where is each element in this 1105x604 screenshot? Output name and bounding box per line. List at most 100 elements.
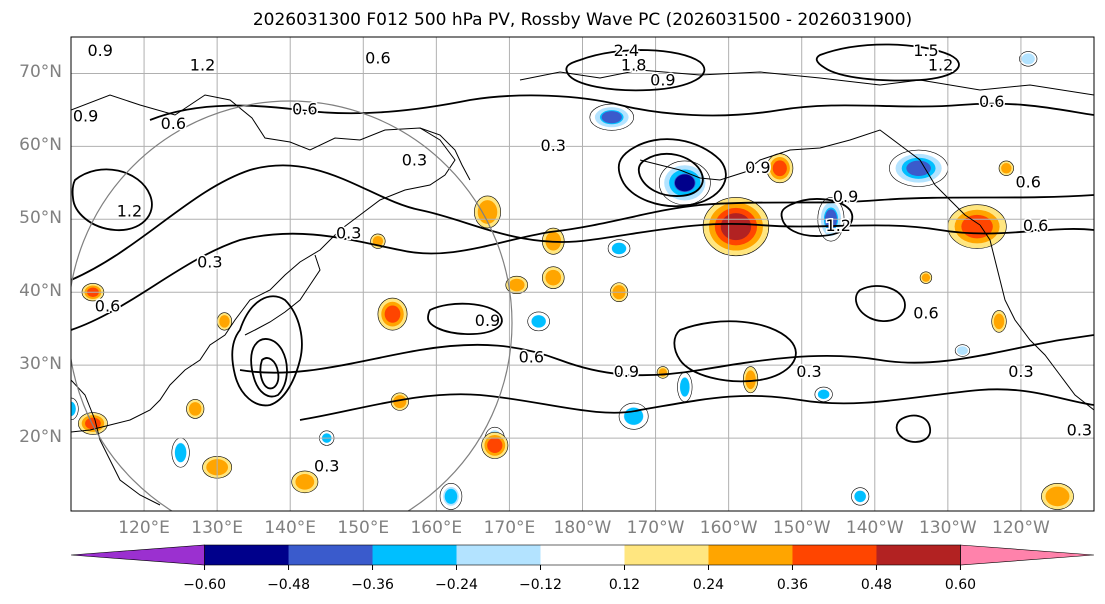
latitude-label: 70°N [19,62,62,83]
longitude-label: 170°W [626,518,685,538]
anomaly-blob [78,412,108,435]
anomaly-level [674,174,695,192]
anomaly-blob [954,344,971,357]
colorbar-tick-label: 0.60 [944,577,977,593]
chart-title: 2026031300 F012 500 hPa PV, Rossby Wave … [252,10,913,30]
contour-label: 0.3 [336,223,361,242]
contour-label: 1.2 [117,202,142,221]
coastline-kamchatka [419,127,471,181]
contour-label: 0.6 [519,347,544,366]
anomaly-blob [991,310,1007,333]
pv-contour [780,198,854,237]
anomaly-level [724,216,748,238]
contour-label: 0.9 [88,41,113,60]
anomaly-level [220,316,229,327]
anomaly-level [297,475,313,489]
anomaly-blob [947,204,1007,249]
anomaly-blob [542,266,565,289]
colorbar-under-arrow [70,544,205,566]
contour-label: 0.6 [913,304,938,323]
anomaly-blob [607,239,631,258]
colorbar-tick-label: −0.48 [267,577,310,593]
contour-label: 0.9 [614,362,639,381]
colorbar-tick-label: 0.36 [776,577,809,593]
anomaly-blob [742,366,759,394]
contour-label: 0.3 [541,136,566,155]
anomaly-level [994,315,1004,328]
pv-contour [637,153,704,197]
contour-label: 0.3 [1008,362,1033,381]
contour-label: 0.6 [292,99,317,118]
colorbar-tick-label: −0.36 [351,577,394,593]
colorbar-tick-label: 0.24 [692,577,725,593]
pv-contour [71,168,153,231]
anomaly-level [1021,53,1035,65]
longitude-label: 170°E [483,518,536,538]
latitude-label: 40°N [19,281,62,302]
longitude-label: 130°W [918,518,977,538]
contour-label: 0.6 [1016,172,1041,191]
contour-label: 1.2 [826,216,851,235]
colorbar-tick-label: 0.48 [860,577,893,593]
contour-label: 0.3 [796,362,821,381]
anomaly-level [510,279,523,290]
longitude-label: 120°W [992,518,1050,538]
anomaly-blob [71,397,79,421]
pv-contour [149,94,1094,121]
anomaly-level [746,372,755,388]
coastline-arctic [519,69,1094,96]
contour-label: 0.9 [745,158,770,177]
pv-contour [299,388,1094,421]
contour-label: 1.2 [928,56,953,75]
anomaly-blob [505,275,528,294]
longitude-label: 130°E [191,518,243,538]
anomaly-level [963,216,991,237]
anomaly-level [547,271,560,284]
latitude-label: 60°N [19,135,62,156]
anomaly-blob [186,399,205,419]
longitude-label: 150°W [772,518,831,538]
coastline-alaska [639,129,981,226]
colorbar-segment [372,545,458,565]
contour-label: 0.6 [1023,216,1048,235]
latitude-label: 50°N [19,208,62,229]
anomaly-blob [216,312,233,331]
anomaly-level [373,237,383,246]
colorbar-segment [708,545,793,565]
colorbar-tick-label: −0.24 [435,577,478,593]
colorbar-outline [204,544,961,566]
contour-label: 0.9 [73,107,98,126]
anomaly-level [611,242,627,255]
anomaly-level [854,490,866,503]
longitude-label: 160°W [699,518,758,538]
pv-contour [250,338,288,398]
pv-contour [71,164,1094,281]
anomaly-blob [291,470,319,494]
anomaly-blob [814,386,833,402]
influence-circle [71,100,513,511]
coastlines [71,69,1094,506]
pv-contour [855,285,906,322]
anomaly-level [444,488,458,504]
anomaly-blob [998,160,1014,176]
longitude-label: 160°E [410,518,463,538]
anomaly-blob [658,160,711,206]
contour-label: 0.6 [365,48,390,67]
anomaly-level [1049,489,1066,504]
colorbar-segment [876,545,961,565]
colorbar-tick-label: −0.60 [183,577,226,593]
contour-label: 0.6 [161,114,186,133]
anomaly-level [71,401,76,417]
anomaly-blob [889,149,949,187]
contour-label: 0.9 [475,311,500,330]
contour-label: 0.3 [314,457,339,476]
anomaly-blob [656,366,670,379]
colorbar [70,544,1095,570]
anomaly-level [489,439,501,451]
anomaly-blob [439,482,463,510]
colorbar-segment [456,545,542,565]
anomaly-level [956,346,968,355]
anomaly-blob [766,153,794,184]
contour-label-layer: 0.9 1.2 0.6 0.9 0.6 0.6 0.3 1.2 0.3 0.3 0.6 0.9 0.6 0… [71,40,1093,478]
anomaly-blob [589,103,634,131]
